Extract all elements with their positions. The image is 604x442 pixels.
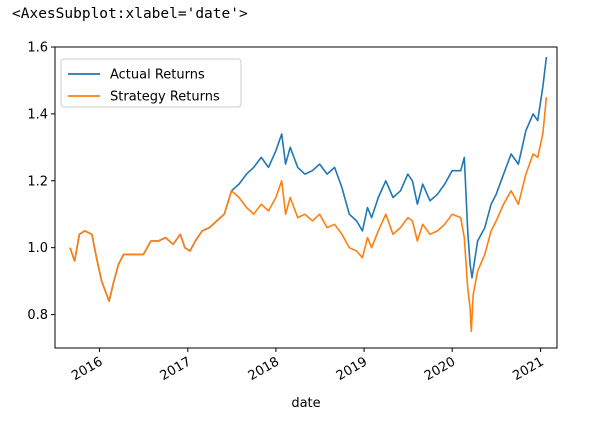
y-tick-label: 1.0 <box>27 241 48 256</box>
x-axis-label: date <box>291 396 320 411</box>
output-repr: <AxesSubplot:xlabel='date'> <box>12 6 248 22</box>
y-tick-label: 0.8 <box>27 308 48 323</box>
x-tick-label: 2021 <box>510 354 546 384</box>
y-axis: 0.8 1.0 1.2 1.4 1.6 <box>27 41 55 323</box>
x-tick-label: 2020 <box>422 354 458 384</box>
x-axis: 2016 2017 2018 2019 2020 2021 <box>69 348 547 384</box>
legend-box <box>60 58 242 108</box>
y-tick-label: 1.4 <box>27 107 48 122</box>
x-tick-label: 2018 <box>246 354 282 384</box>
x-tick-label: 2017 <box>158 354 194 384</box>
series-line-2 <box>69 97 548 333</box>
x-tick-label: 2019 <box>334 354 370 384</box>
legend-entry: Strategy Returns <box>110 90 220 105</box>
y-tick-label: 1.6 <box>27 41 48 56</box>
plot-frame <box>54 46 558 349</box>
legend: Actual Returns Strategy Returns <box>60 58 242 108</box>
x-tick-label: 2016 <box>69 354 105 384</box>
y-tick-label: 1.2 <box>27 174 48 189</box>
plot-area <box>54 46 558 349</box>
legend-entry: Actual Returns <box>110 68 205 83</box>
